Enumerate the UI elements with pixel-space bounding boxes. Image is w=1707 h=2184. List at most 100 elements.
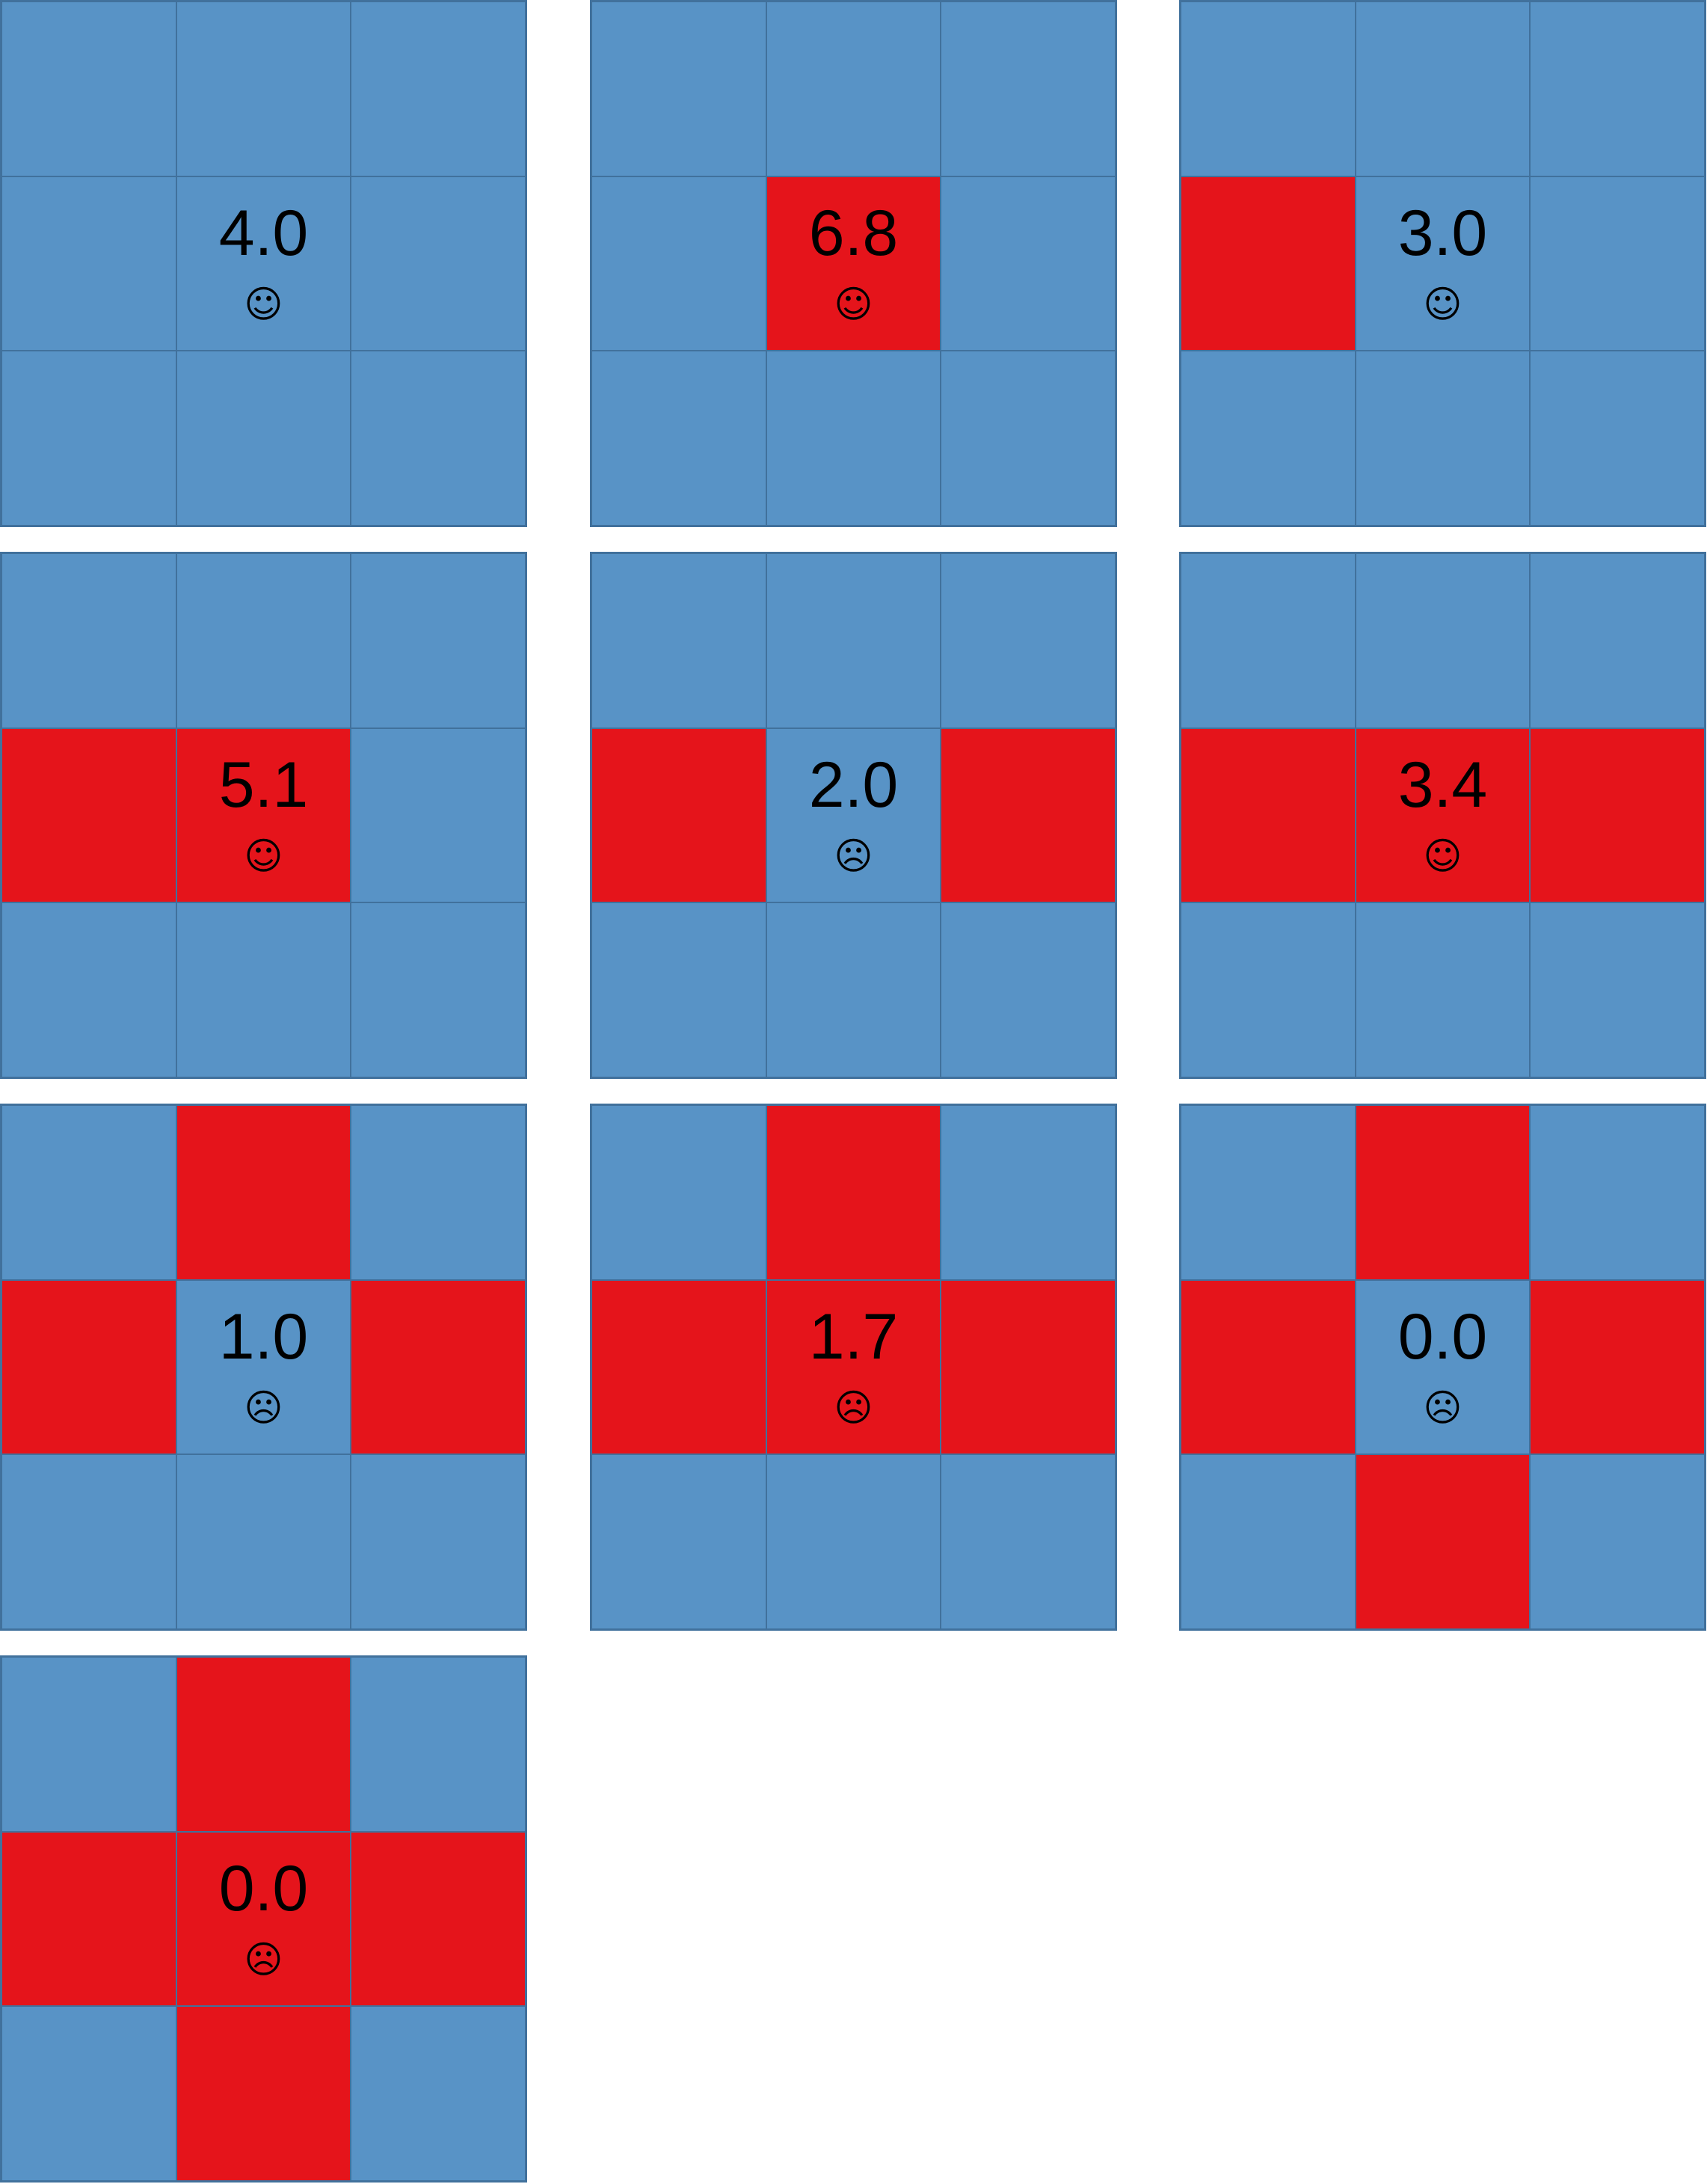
cell-value: 5.1 <box>218 748 309 821</box>
red-cell <box>176 1657 351 1832</box>
center-cell: 4.0 ☺ <box>176 176 351 351</box>
blue-cell <box>351 1454 526 1629</box>
blue-cell <box>591 1105 766 1280</box>
blue-cell <box>351 1 526 176</box>
blue-cell <box>351 2006 526 2181</box>
cell-value: 4.0 <box>218 197 309 269</box>
center-cell: 6.8 ☺ <box>766 176 941 351</box>
center-cell: 1.7 ☹ <box>766 1279 941 1455</box>
blue-cell <box>1181 1105 1356 1280</box>
red-cell <box>941 728 1116 903</box>
blue-cell <box>351 728 526 903</box>
blue-cell <box>591 1 766 176</box>
blue-cell <box>176 1 351 176</box>
smiley-face-icon: ☺ <box>244 834 283 878</box>
red-cell <box>1181 1279 1356 1455</box>
red-cell <box>1 1831 176 2007</box>
blue-cell <box>1 1657 176 1832</box>
center-cell: 3.0 ☺ <box>1355 176 1531 351</box>
red-cell <box>1355 1454 1531 1629</box>
blue-cell <box>1 553 176 728</box>
cell-value: 0.0 <box>218 1852 309 1925</box>
red-cell <box>1530 728 1705 903</box>
center-cell: 2.0 ☹ <box>766 728 941 903</box>
blue-cell <box>1 1105 176 1280</box>
center-cell: 0.0 ☹ <box>1355 1279 1531 1455</box>
grid-panel-4: 5.1 ☺ <box>0 552 527 1079</box>
frowning-face-icon: ☹ <box>1423 1385 1463 1430</box>
cell-value: 0.0 <box>1397 1300 1488 1373</box>
blue-cell <box>591 176 766 351</box>
cell-value: 3.4 <box>1397 748 1488 821</box>
red-cell <box>351 1831 526 2007</box>
grid-panel-9: 0.0 ☹ <box>1179 1104 1706 1631</box>
grid-panel-10: 0.0 ☹ <box>0 1655 527 2183</box>
blue-cell <box>591 351 766 526</box>
blue-cell <box>1530 1105 1705 1280</box>
grid-panel-6: 3.4 ☺ <box>1179 552 1706 1079</box>
red-cell <box>941 1279 1116 1455</box>
blue-cell <box>766 351 941 526</box>
smiley-face-icon: ☺ <box>1423 834 1463 878</box>
blue-cell <box>1181 1 1356 176</box>
blue-cell <box>1181 553 1356 728</box>
red-cell <box>591 728 766 903</box>
blue-cell <box>1 176 176 351</box>
smiley-face-icon: ☺ <box>1423 282 1463 326</box>
frowning-face-icon: ☹ <box>244 1937 283 1981</box>
blue-cell <box>1530 351 1705 526</box>
red-cell <box>351 1279 526 1455</box>
blue-cell <box>941 553 1116 728</box>
grid-panel-3: 3.0 ☺ <box>1179 0 1706 527</box>
blue-cell <box>1181 902 1356 1077</box>
red-cell <box>176 1105 351 1280</box>
blue-cell <box>1 351 176 526</box>
blue-cell <box>1530 902 1705 1077</box>
red-cell <box>591 1279 766 1455</box>
blue-cell <box>941 351 1116 526</box>
blue-cell <box>941 902 1116 1077</box>
cell-value: 3.0 <box>1397 197 1488 269</box>
blue-cell <box>1355 351 1531 526</box>
grid-panel-5: 2.0 ☹ <box>590 552 1117 1079</box>
smiley-face-icon: ☺ <box>834 282 873 326</box>
grid-panel-2: 6.8 ☺ <box>590 0 1117 527</box>
red-cell <box>176 2006 351 2181</box>
blue-cell <box>351 902 526 1077</box>
red-cell <box>1 728 176 903</box>
smiley-face-icon: ☺ <box>244 282 283 326</box>
blue-cell <box>1530 1 1705 176</box>
cell-value: 1.7 <box>808 1300 899 1373</box>
red-cell <box>1 1279 176 1455</box>
blue-cell <box>766 902 941 1077</box>
red-cell <box>1530 1279 1705 1455</box>
blue-cell <box>351 176 526 351</box>
red-cell <box>1181 176 1356 351</box>
blue-cell <box>1530 553 1705 728</box>
blue-cell <box>1530 1454 1705 1629</box>
blue-cell <box>351 553 526 728</box>
blue-cell <box>1181 1454 1356 1629</box>
cell-value: 6.8 <box>808 197 899 269</box>
center-cell: 5.1 ☺ <box>176 728 351 903</box>
blue-cell <box>766 1454 941 1629</box>
blue-cell <box>176 351 351 526</box>
blue-cell <box>591 1454 766 1629</box>
frowning-face-icon: ☹ <box>834 1385 873 1430</box>
blue-cell <box>1 902 176 1077</box>
blue-cell <box>941 1105 1116 1280</box>
blue-cell <box>176 902 351 1077</box>
frowning-face-icon: ☹ <box>244 1385 283 1430</box>
cell-value: 1.0 <box>218 1300 309 1373</box>
grid-panel-8: 1.7 ☹ <box>590 1104 1117 1631</box>
blue-cell <box>176 553 351 728</box>
blue-cell <box>1181 351 1356 526</box>
blue-cell <box>766 553 941 728</box>
blue-cell <box>351 351 526 526</box>
blue-cell <box>1355 1 1531 176</box>
red-cell <box>1181 728 1356 903</box>
blue-cell <box>351 1657 526 1832</box>
blue-cell <box>591 553 766 728</box>
blue-cell <box>766 1 941 176</box>
